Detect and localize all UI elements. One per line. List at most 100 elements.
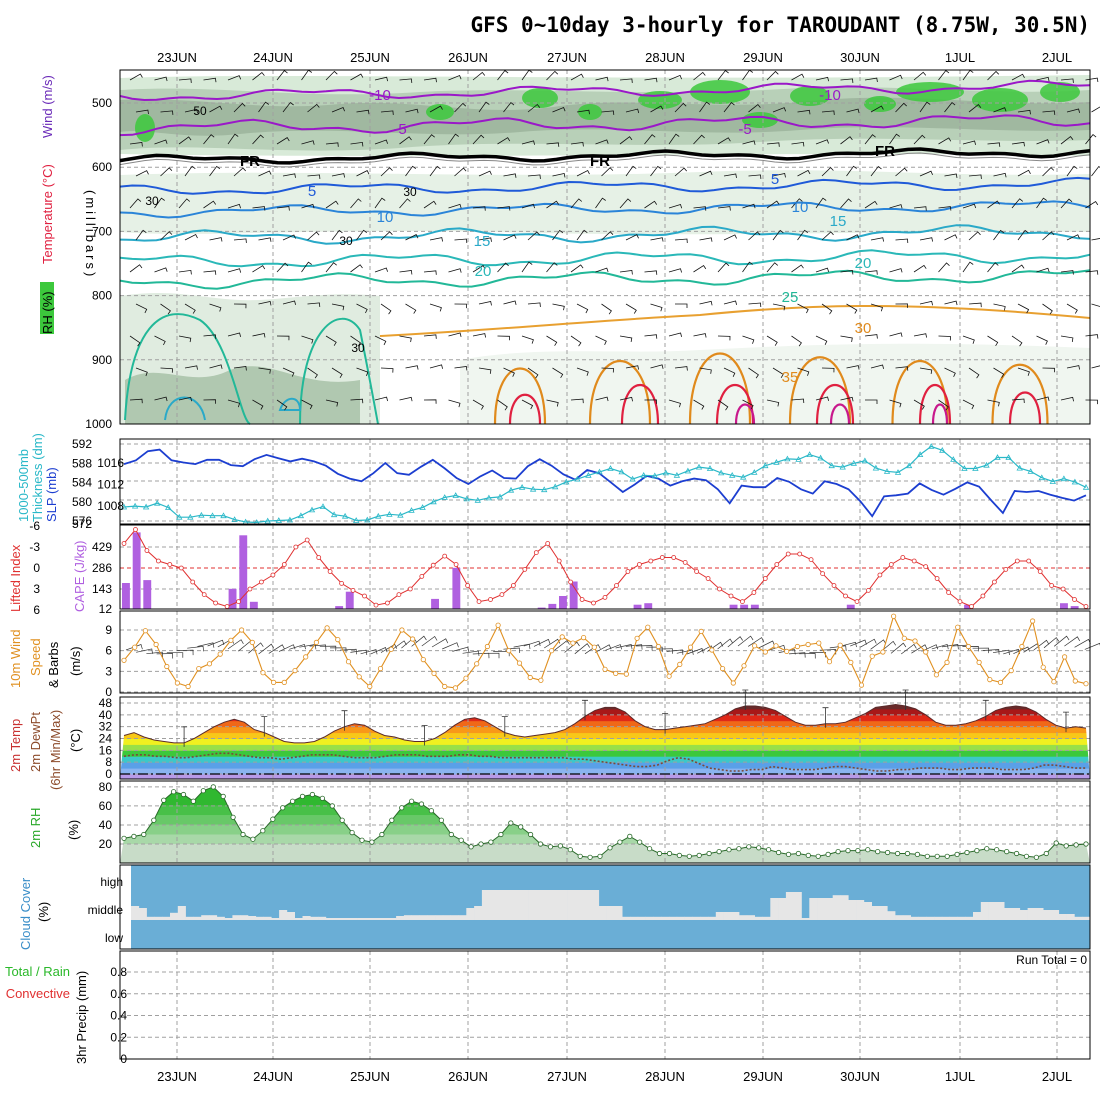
- surface-wind-barb: [839, 641, 857, 648]
- rh-high-patch: [426, 104, 454, 120]
- rh2m-point: [1063, 843, 1069, 849]
- cloud-bar: [1012, 908, 1021, 920]
- date-tick-bottom: 26JUN: [448, 1069, 488, 1084]
- wind-barb: [748, 174, 762, 179]
- lifted-index-point: [442, 553, 448, 559]
- ylabel-2m-dewpt: 2m DewPt: [28, 712, 43, 772]
- wind-barb: [429, 364, 443, 369]
- wind-barb: [742, 140, 756, 145]
- wind-barb: [895, 167, 908, 177]
- minmax-whisker: [742, 689, 749, 710]
- wind-barb: [815, 396, 829, 401]
- wind-speed-point: [335, 636, 341, 643]
- rh2m-point: [637, 839, 643, 845]
- wind-barb: [699, 170, 713, 177]
- wind-barb: [840, 198, 852, 209]
- wind-barb: [625, 303, 637, 314]
- rh2m-fill: [120, 786, 1090, 863]
- surface-wind-barb: [686, 648, 704, 655]
- temp-tick: 24: [99, 732, 113, 746]
- lifted-index-point: [236, 599, 241, 604]
- wind-barb: [938, 335, 951, 341]
- wind-barb: [276, 137, 290, 145]
- wind-barb: [252, 206, 266, 211]
- wind-barb: [846, 303, 858, 314]
- wind-barb: [987, 70, 1000, 81]
- rh2m-point: [1033, 854, 1040, 860]
- rh2m-point: [607, 845, 613, 851]
- wind-barb: [1066, 303, 1078, 314]
- wind-speed-point: [570, 640, 576, 646]
- minmax-whisker: [1063, 711, 1069, 733]
- wind-barb: [552, 303, 565, 311]
- wind-speed-point: [634, 635, 640, 641]
- wind-barb: [429, 237, 443, 242]
- rh-band: [120, 844, 1090, 863]
- rh-high-patch: [135, 114, 155, 142]
- wind-barb: [766, 335, 778, 346]
- wind-barb: [1017, 109, 1031, 115]
- wind-barb: [301, 203, 315, 209]
- wind-barb: [423, 77, 437, 83]
- surface-wind-barb: [676, 649, 694, 655]
- wind-speed-point: [431, 670, 437, 677]
- wind-barb: [350, 264, 363, 273]
- ylabel-lifted-index: Lifted Index: [8, 544, 23, 612]
- wind-barb: [478, 170, 492, 177]
- lifted-index-point: [774, 562, 780, 567]
- lifted-index-point: [247, 586, 253, 592]
- wind-barb: [674, 238, 688, 244]
- wind-barb: [693, 134, 705, 145]
- wind-barb: [135, 367, 148, 377]
- wind-barb: [938, 262, 950, 273]
- thickness-marker: [485, 494, 493, 501]
- surface-wind-barb: [268, 644, 285, 654]
- thickness-marker: [1071, 478, 1079, 485]
- surface-wind-barb: [146, 651, 164, 658]
- thickness-marker: [751, 469, 758, 475]
- isotherm-label: 5: [771, 171, 779, 188]
- lifted-index-point: [751, 590, 757, 595]
- wind-barb: [772, 367, 784, 379]
- thickness-marker: [607, 465, 614, 471]
- cloud-bar: [216, 916, 225, 920]
- wind-speed-point: [185, 683, 191, 690]
- lifted-index-point: [362, 593, 367, 599]
- rh2m-point: [428, 808, 434, 814]
- minmax-whisker: [982, 699, 989, 721]
- wind-barb: [184, 165, 196, 177]
- rh2m-point: [547, 844, 554, 850]
- rh2m-point: [646, 846, 653, 852]
- wind-barb: [576, 109, 590, 115]
- wind-barb: [1011, 141, 1025, 147]
- lifted-index-point: [178, 565, 184, 571]
- wind-barb: [154, 267, 168, 273]
- wind-barb: [448, 332, 462, 337]
- wind-speed-point: [837, 642, 843, 648]
- wind-speed-point: [591, 644, 597, 650]
- wind-speed-point: [270, 679, 277, 686]
- wind-barb: [889, 204, 903, 209]
- thickness-marker: [640, 471, 647, 478]
- surface-wind-barb: [737, 635, 754, 647]
- wind-barb: [399, 136, 412, 145]
- ylabel-temperature: Temperature (°C): [40, 164, 55, 264]
- precip-tick: 0.6: [110, 987, 127, 1001]
- wind-barb: [252, 399, 264, 410]
- wind-barb: [160, 367, 173, 373]
- thickness-marker: [729, 471, 736, 478]
- wind10m-frame: [119, 610, 1091, 694]
- ylabel-10m-wind: 10m Wind: [8, 629, 23, 688]
- rh2m-point: [567, 847, 573, 853]
- wind-barb: [233, 167, 246, 177]
- wind-barb: [209, 105, 223, 113]
- wind-barb: [527, 174, 541, 179]
- surface-wind-barb: [635, 645, 653, 651]
- thickness-marker: [828, 462, 835, 469]
- wind-speed-point: [239, 627, 245, 633]
- lifted-index-point: [144, 548, 150, 553]
- minmax-whisker: [822, 707, 829, 728]
- lifted-index-point: [499, 592, 505, 597]
- rh-high-patch: [896, 82, 964, 102]
- wind-barb: [135, 303, 148, 314]
